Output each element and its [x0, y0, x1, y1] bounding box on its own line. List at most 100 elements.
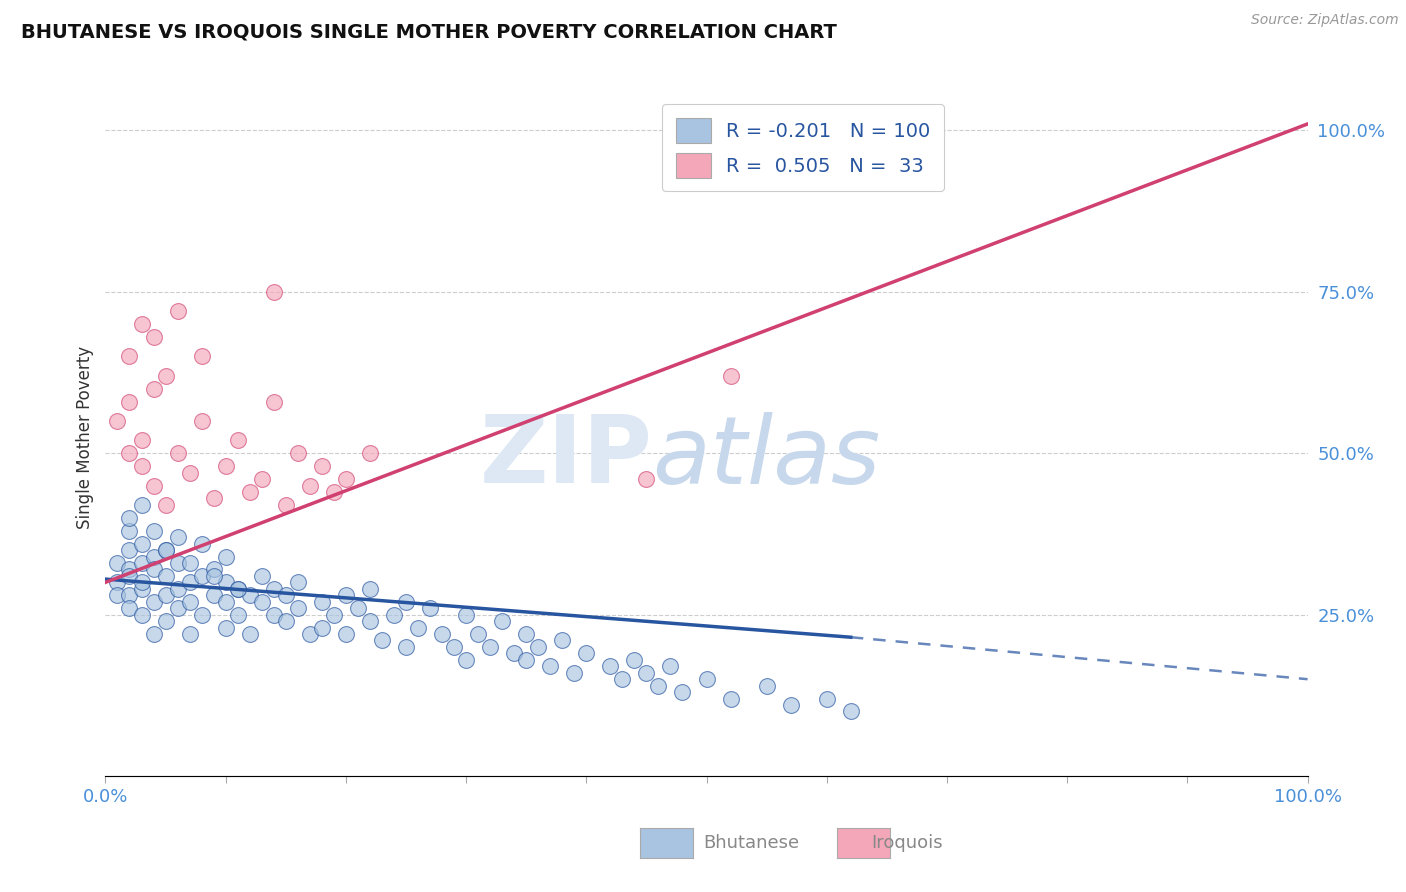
Point	[347, 601, 370, 615]
Point	[311, 621, 333, 635]
Point	[263, 607, 285, 622]
Legend: R = -0.201   N = 100, R =  0.505   N =  33: R = -0.201 N = 100, R = 0.505 N = 33	[662, 104, 945, 192]
Point	[155, 569, 177, 583]
Point	[720, 691, 742, 706]
Point	[190, 536, 212, 550]
Point	[226, 582, 249, 596]
Point	[179, 575, 201, 590]
Text: Iroquois: Iroquois	[872, 834, 943, 852]
Point	[226, 582, 249, 596]
Point	[311, 459, 333, 474]
Point	[107, 588, 129, 602]
Point	[202, 588, 225, 602]
Point	[538, 659, 561, 673]
Text: BHUTANESE VS IROQUOIS SINGLE MOTHER POVERTY CORRELATION CHART: BHUTANESE VS IROQUOIS SINGLE MOTHER POVE…	[21, 22, 837, 41]
Point	[118, 524, 141, 538]
Point	[250, 595, 273, 609]
Point	[142, 627, 165, 641]
Text: Bhutanese: Bhutanese	[703, 834, 799, 852]
Point	[250, 472, 273, 486]
Text: atlas: atlas	[652, 412, 880, 503]
Point	[395, 595, 418, 609]
Point	[131, 582, 153, 596]
Point	[166, 556, 188, 570]
Point	[179, 466, 201, 480]
Point	[515, 627, 537, 641]
Point	[202, 491, 225, 506]
Point	[322, 607, 344, 622]
Point	[118, 562, 141, 576]
Point	[755, 679, 778, 693]
Point	[239, 627, 262, 641]
Point	[612, 672, 634, 686]
Point	[479, 640, 502, 654]
Point	[335, 472, 357, 486]
Point	[131, 434, 153, 448]
Point	[551, 633, 574, 648]
Point	[527, 640, 550, 654]
Point	[226, 434, 249, 448]
Point	[491, 614, 513, 628]
Point	[166, 582, 188, 596]
Point	[287, 446, 309, 460]
Point	[142, 549, 165, 564]
Point	[263, 285, 285, 299]
Point	[287, 575, 309, 590]
Point	[142, 382, 165, 396]
Point	[118, 350, 141, 364]
Point	[166, 530, 188, 544]
Y-axis label: Single Mother Poverty: Single Mother Poverty	[76, 345, 94, 529]
Point	[575, 646, 598, 660]
Point	[839, 705, 862, 719]
Point	[274, 614, 297, 628]
Point	[322, 485, 344, 500]
Point	[202, 569, 225, 583]
Point	[454, 607, 477, 622]
Point	[443, 640, 465, 654]
Point	[131, 536, 153, 550]
Point	[274, 588, 297, 602]
Point	[190, 607, 212, 622]
Point	[815, 691, 838, 706]
Text: Source: ZipAtlas.com: Source: ZipAtlas.com	[1251, 13, 1399, 28]
Point	[779, 698, 801, 712]
Point	[239, 588, 262, 602]
Point	[107, 556, 129, 570]
Point	[515, 653, 537, 667]
Point	[359, 582, 381, 596]
Point	[190, 350, 212, 364]
Point	[696, 672, 718, 686]
Point	[190, 569, 212, 583]
Point	[118, 446, 141, 460]
Point	[214, 595, 236, 609]
Point	[190, 414, 212, 428]
Point	[107, 414, 129, 428]
Point	[155, 543, 177, 558]
Point	[202, 562, 225, 576]
Point	[599, 659, 621, 673]
Point	[263, 394, 285, 409]
Point	[131, 459, 153, 474]
Point	[142, 562, 165, 576]
Point	[226, 607, 249, 622]
Point	[179, 556, 201, 570]
Point	[298, 627, 321, 641]
Point	[419, 601, 441, 615]
Point	[166, 601, 188, 615]
Point	[118, 543, 141, 558]
Point	[142, 595, 165, 609]
Point	[166, 304, 188, 318]
Point	[131, 575, 153, 590]
Point	[118, 601, 141, 615]
Point	[382, 607, 405, 622]
Point	[214, 549, 236, 564]
Point	[467, 627, 489, 641]
Point	[636, 665, 658, 680]
Point	[118, 588, 141, 602]
Point	[287, 601, 309, 615]
Point	[214, 459, 236, 474]
Point	[430, 627, 453, 641]
Point	[298, 478, 321, 492]
Point	[671, 685, 693, 699]
Point	[142, 524, 165, 538]
